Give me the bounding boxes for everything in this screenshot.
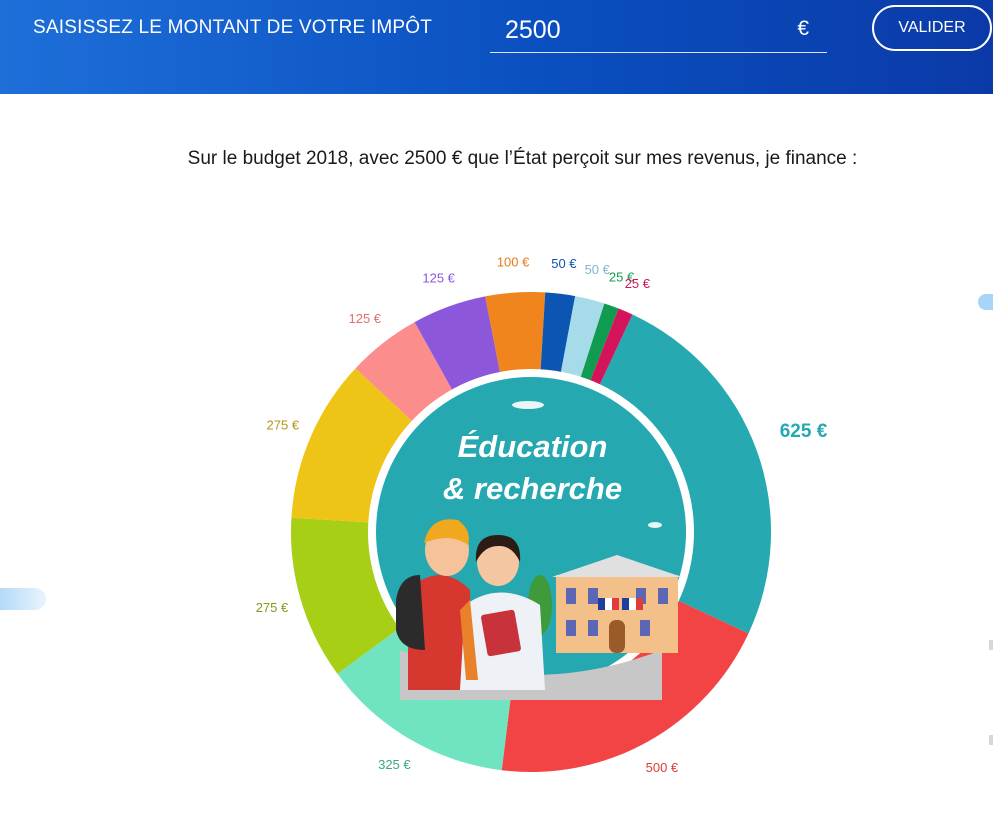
donut-slice-9[interactable] bbox=[539, 292, 576, 385]
scroll-marker bbox=[989, 735, 993, 745]
donut-slice-label-11: 25 € bbox=[609, 270, 635, 285]
donut-slice-label-7: 125 € bbox=[422, 270, 455, 285]
donut-slice-10[interactable] bbox=[558, 296, 605, 390]
donut-slice-7[interactable] bbox=[414, 296, 503, 401]
donut-slice-label-3: 325 € bbox=[378, 757, 411, 772]
donut-slice-label-4: 275 € bbox=[256, 600, 289, 615]
donut-slice-label-1: 625 € bbox=[780, 421, 828, 442]
center-category-title: Éducation & recherche bbox=[375, 426, 690, 510]
donut-slice-label-5: 275 € bbox=[267, 418, 300, 433]
backpack bbox=[396, 575, 425, 650]
center-title-line2: & recherche bbox=[442, 471, 623, 506]
header-bar: SAISISSEZ LE MONTANT DE VOTRE IMPÔT € VA… bbox=[0, 0, 993, 94]
school-window bbox=[566, 588, 576, 604]
amount-input[interactable] bbox=[505, 14, 765, 46]
school-window bbox=[658, 588, 668, 604]
school-window bbox=[588, 620, 598, 636]
school-window bbox=[588, 588, 598, 604]
girl-head bbox=[477, 538, 519, 586]
flag-blue bbox=[622, 598, 629, 610]
validate-button[interactable]: VALIDER bbox=[872, 5, 992, 51]
donut-slice-label-6: 125 € bbox=[348, 311, 381, 326]
donut-slice-label-12: 25 € bbox=[625, 276, 651, 291]
amount-field[interactable]: € bbox=[490, 8, 827, 53]
cloud bbox=[512, 401, 544, 409]
students-and-school-illustration bbox=[396, 401, 682, 700]
school-window bbox=[640, 620, 650, 636]
boy-body bbox=[408, 575, 472, 690]
school-window bbox=[636, 588, 646, 604]
donut-slice-8[interactable] bbox=[485, 292, 546, 385]
boy-hair bbox=[424, 519, 469, 545]
school-window bbox=[566, 620, 576, 636]
currency-symbol: € bbox=[797, 17, 809, 40]
scroll-marker bbox=[989, 640, 993, 650]
flag-white bbox=[629, 598, 636, 610]
donut-slice-label-8: 100 € bbox=[497, 255, 530, 270]
flag-white bbox=[605, 598, 612, 610]
flag-blue bbox=[598, 598, 605, 610]
donut-slice-11[interactable] bbox=[576, 303, 619, 393]
girl-backpack bbox=[460, 600, 478, 680]
donut-slice-12[interactable] bbox=[585, 308, 633, 397]
decorative-cloud bbox=[0, 588, 46, 610]
flag-red bbox=[612, 598, 619, 610]
school-door bbox=[609, 620, 625, 653]
flag-red bbox=[636, 598, 643, 610]
headline: Sur le budget 2018, avec 2500 € que l’Ét… bbox=[187, 148, 858, 169]
decorative-cloud bbox=[978, 294, 993, 310]
center-title-line1: Éducation bbox=[457, 429, 608, 464]
donut-slice-label-10: 50 € bbox=[585, 262, 611, 277]
donut-slice-5[interactable] bbox=[291, 368, 422, 524]
girl-hair bbox=[475, 535, 521, 562]
donut-slice-label-2: 500 € bbox=[646, 760, 679, 775]
amount-prompt-label: SAISISSEZ LE MONTANT DE VOTRE IMPÔT bbox=[33, 17, 433, 38]
donut-slice-label-9: 50 € bbox=[551, 256, 577, 271]
cloud bbox=[648, 522, 662, 528]
school-roof bbox=[552, 555, 682, 577]
book bbox=[481, 609, 521, 657]
